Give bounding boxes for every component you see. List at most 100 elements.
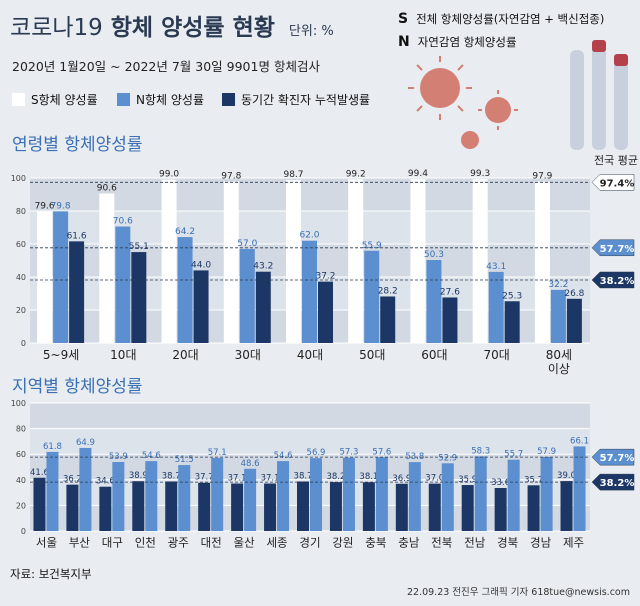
page-title: 코로나19 항체 양성률 현황 단위: % xyxy=(10,8,334,42)
bar xyxy=(426,260,442,343)
title-prefix: 코로나19 xyxy=(10,15,103,41)
bar xyxy=(474,456,487,531)
note-s: S 전체 항체양성률(자연감염 + 백신접종) xyxy=(398,11,604,27)
data-label: 54.6 xyxy=(142,451,161,461)
reference-tag xyxy=(591,239,635,257)
bar xyxy=(442,297,458,343)
bar xyxy=(211,457,224,531)
subtitle: 2020년 1월20일 ~ 2022년 7월 30일 9901명 항체검사 xyxy=(12,59,320,74)
bar xyxy=(540,456,553,531)
data-label: 28.2 xyxy=(378,286,398,296)
note-n-letter: N xyxy=(398,34,410,50)
bar xyxy=(395,483,408,531)
note-s-text: 전체 항체양성률(자연감염 + 백신접종) xyxy=(416,12,605,26)
data-label: 38.1 xyxy=(359,472,378,482)
region-bar-chart: 02040608010041.661.8서울36.264.9부산34.653.9… xyxy=(11,399,635,550)
data-label: 58.3 xyxy=(471,446,490,456)
x-tick-label: 5~9세 xyxy=(43,348,79,362)
data-label: 57.3 xyxy=(339,448,358,458)
x-tick-label: 부산 xyxy=(69,536,91,550)
data-label: 64.9 xyxy=(76,438,95,448)
x-tick-label: 10대 xyxy=(110,348,136,362)
data-label: 55.7 xyxy=(504,450,523,460)
bar xyxy=(264,483,277,531)
bar xyxy=(461,485,474,531)
virus-icon xyxy=(408,56,518,149)
bar xyxy=(33,477,46,531)
bar xyxy=(79,447,92,531)
data-label: 57.0 xyxy=(237,239,257,249)
bar xyxy=(550,289,566,343)
note-n-text: 자연감염 항체양성률 xyxy=(417,35,517,49)
data-label: 99.4 xyxy=(408,169,428,179)
bar xyxy=(115,226,131,343)
bar xyxy=(348,179,364,343)
x-tick-label: 대구 xyxy=(102,536,123,550)
data-label: 32.2 xyxy=(548,280,568,290)
y-tick-label: 40 xyxy=(16,476,26,485)
y-tick-label: 60 xyxy=(16,240,26,249)
data-label: 61.6 xyxy=(67,231,87,241)
bar xyxy=(410,178,426,343)
x-tick-label: 세종 xyxy=(266,536,287,550)
bar xyxy=(329,482,342,531)
data-label: 55.9 xyxy=(362,241,382,251)
section-title-region: 지역별 항체양성률 xyxy=(12,377,143,397)
data-label: 99.0 xyxy=(159,170,179,180)
bar xyxy=(255,271,271,343)
bar xyxy=(132,481,145,531)
reference-label: 97.4% xyxy=(600,178,635,189)
data-label: 90.6 xyxy=(97,184,117,194)
reference-tag xyxy=(591,271,635,289)
data-label: 37.2 xyxy=(315,272,335,282)
y-tick-label: 0 xyxy=(21,527,26,536)
data-label: 36.9 xyxy=(392,474,411,484)
bar xyxy=(177,237,193,343)
bar xyxy=(112,462,125,531)
x-tick-label: 경기 xyxy=(299,536,320,550)
bar xyxy=(534,181,550,343)
data-label: 37.1 xyxy=(228,474,247,484)
data-label: 79.8 xyxy=(51,201,71,211)
bar xyxy=(310,458,322,531)
title-main: 항체 양성률 현황 xyxy=(110,15,275,41)
source-note: 자료: 보건복지부 xyxy=(10,567,92,581)
data-label: 38.2 xyxy=(326,472,345,482)
x-tick-label: 충북 xyxy=(365,536,386,550)
data-label: 35.7 xyxy=(524,475,543,485)
y-tick-label: 100 xyxy=(11,399,26,408)
bar xyxy=(178,465,191,531)
bar xyxy=(408,462,421,531)
test-tube-rack xyxy=(570,40,628,150)
x-tick-label: 광주 xyxy=(168,536,189,550)
x-tick-label: 60대 xyxy=(421,348,447,362)
data-label: 53.9 xyxy=(109,452,128,462)
data-label: 56.9 xyxy=(307,448,326,458)
data-label: 36.2 xyxy=(63,475,82,485)
x-tick-label: 인천 xyxy=(135,536,156,550)
data-label: 55.1 xyxy=(129,242,149,252)
bar xyxy=(380,296,396,343)
reference-tag xyxy=(591,473,635,491)
note-s-letter: S xyxy=(398,11,409,27)
data-label: 37.7 xyxy=(195,473,214,483)
bar xyxy=(362,482,375,531)
data-label: 43.2 xyxy=(253,262,273,272)
x-tick-label: 서울 xyxy=(36,536,57,550)
y-tick-label: 80 xyxy=(16,425,26,434)
reference-label: 38.2% xyxy=(600,478,635,489)
note-n: N 자연감염 항체양성률 xyxy=(398,34,517,50)
bar xyxy=(66,484,79,531)
legend-s: S항체 양성률 xyxy=(12,91,98,108)
section-title-age: 연령별 항체양성률 xyxy=(12,135,143,155)
unit-label: 단위: % xyxy=(288,24,334,39)
data-label: 33.6 xyxy=(491,478,510,488)
bar xyxy=(53,211,69,343)
virus-illustration xyxy=(408,40,628,150)
bar xyxy=(504,301,520,343)
x-tick-label: 80세 xyxy=(546,348,572,362)
x-tick-label: 충남 xyxy=(398,536,420,550)
bar xyxy=(527,485,540,531)
legend-label: 동기간 확진자 누적발생률 xyxy=(241,93,371,107)
x-tick-label: 이상 xyxy=(548,362,570,376)
